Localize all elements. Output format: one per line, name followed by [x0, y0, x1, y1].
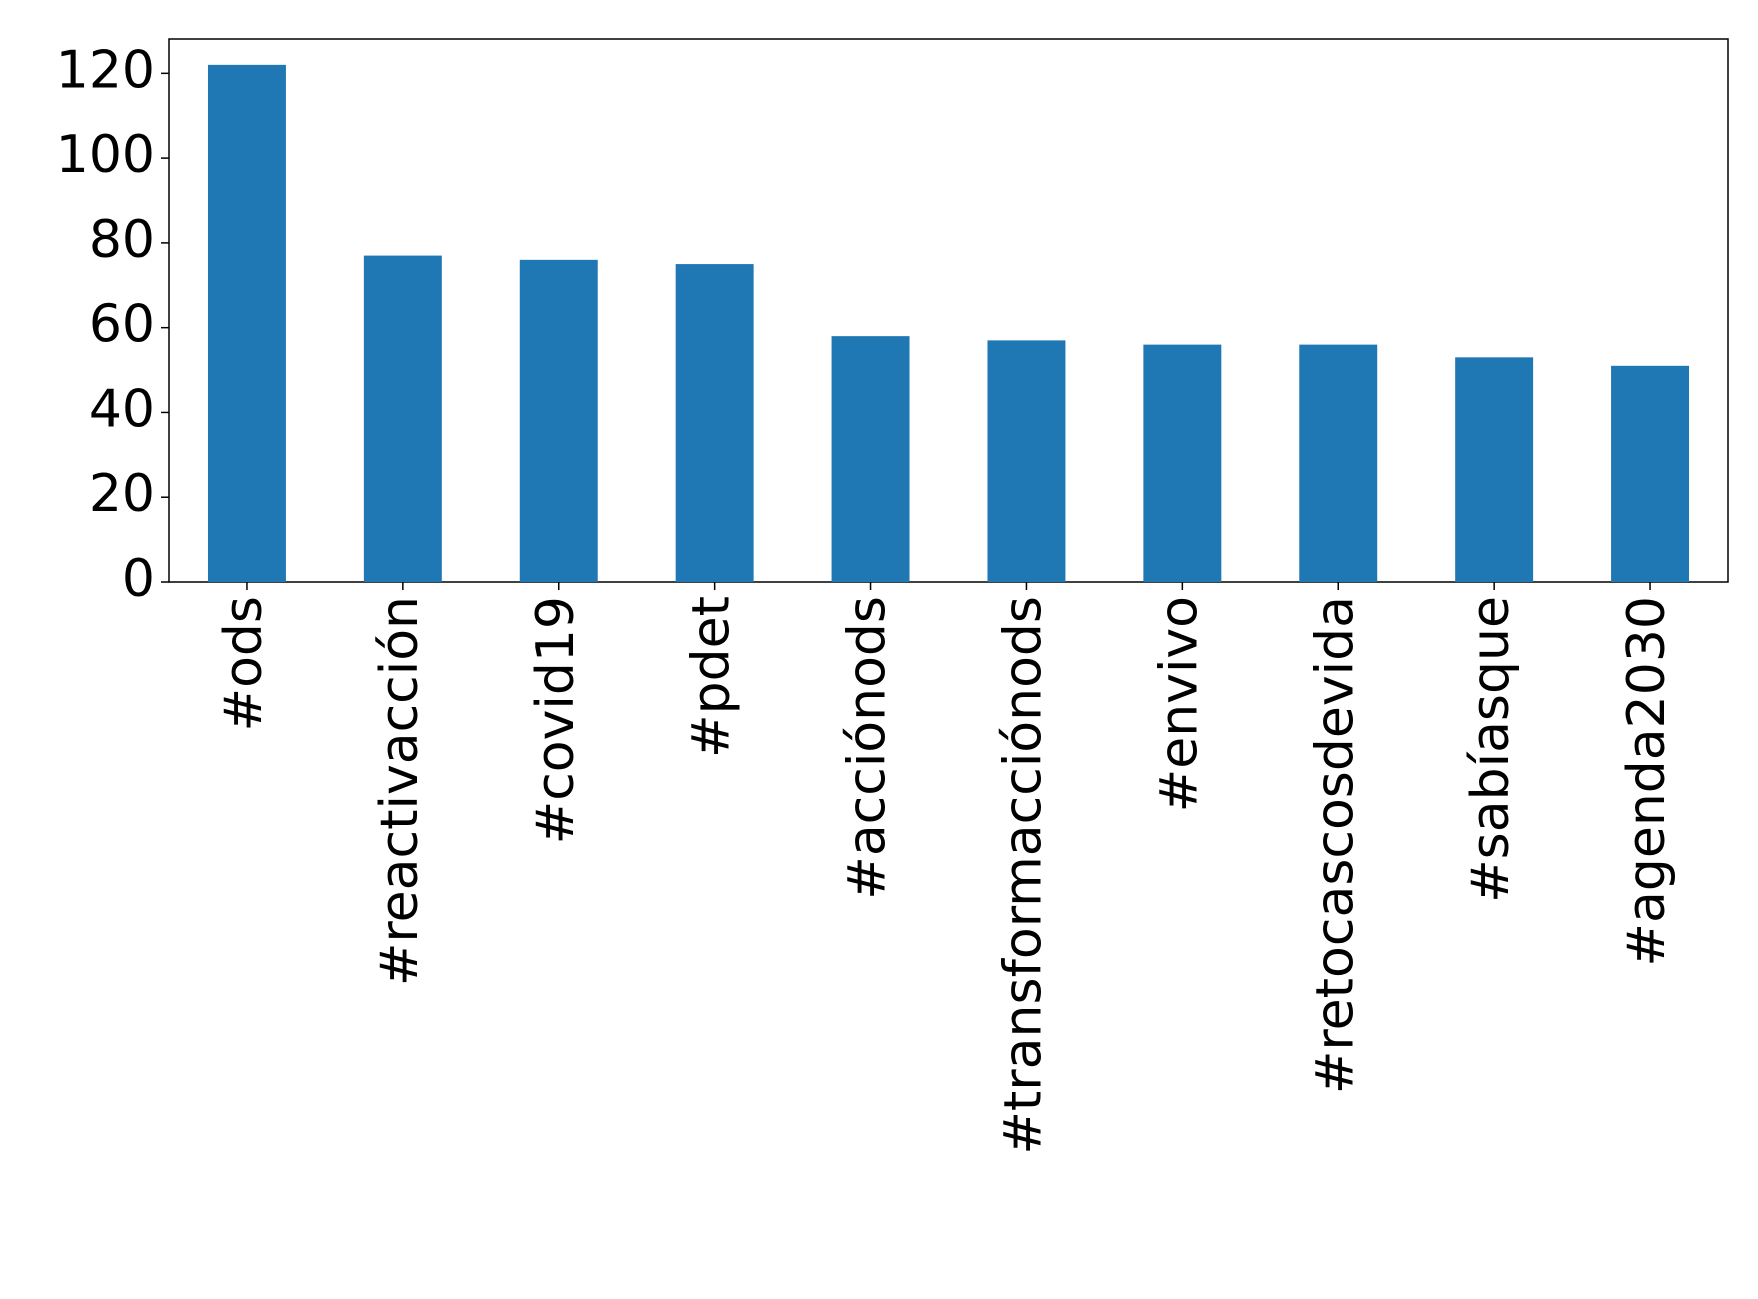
y-tick-label: 80 — [89, 210, 155, 270]
x-tick-label: #retocascosdevida — [1305, 596, 1365, 1094]
bar — [675, 264, 754, 582]
bar — [987, 340, 1066, 582]
y-tick-label: 0 — [122, 549, 155, 609]
y-tick-label: 20 — [89, 464, 155, 524]
bar — [1299, 344, 1378, 582]
x-tick-label: #envivo — [1149, 596, 1209, 812]
x-tick-label: #covid19 — [526, 596, 586, 844]
bar — [1611, 365, 1690, 582]
bar — [207, 64, 286, 583]
plot-frame — [168, 38, 1729, 583]
y-tick-label: 100 — [56, 125, 155, 185]
bar — [1455, 357, 1534, 582]
x-tick-label: #sabíasque — [1461, 596, 1521, 903]
x-tick-label: #reactivacción — [370, 596, 430, 986]
bar — [831, 336, 910, 582]
x-tick-label: #transformacciónods — [993, 596, 1053, 1155]
bar — [519, 259, 598, 582]
bar — [1143, 344, 1222, 582]
x-tick-label: #pdet — [682, 596, 742, 758]
y-tick-label: 60 — [89, 295, 155, 355]
y-tick-label: 120 — [56, 40, 155, 100]
x-tick-label: #acciónods — [838, 596, 898, 900]
y-tick-label: 40 — [89, 379, 155, 439]
x-tick-label: #ods — [214, 596, 274, 731]
x-tick-label: #agenda2030 — [1617, 596, 1677, 967]
bar — [363, 255, 442, 582]
